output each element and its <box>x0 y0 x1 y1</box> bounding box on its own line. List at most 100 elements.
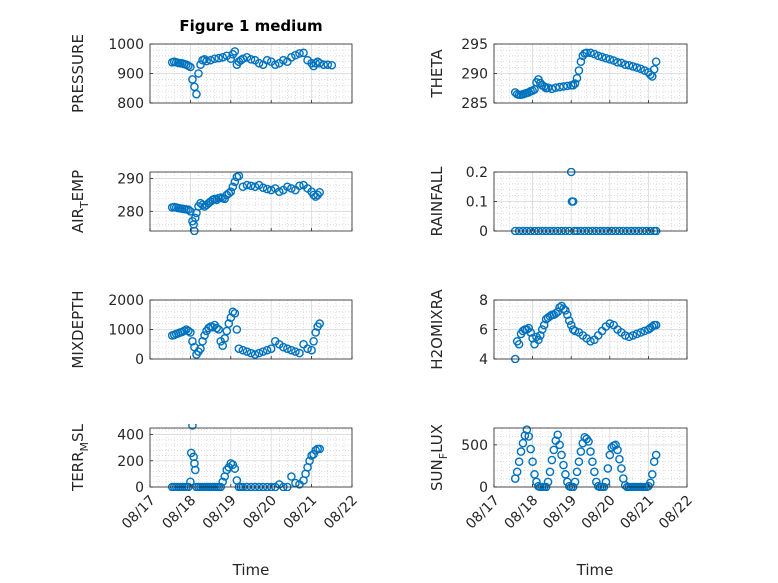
y-tick-label: 400 <box>117 428 144 444</box>
data-markers <box>167 47 337 99</box>
data-point <box>230 464 240 473</box>
data-point <box>198 336 207 346</box>
data-point <box>528 457 537 467</box>
data-point <box>555 440 564 450</box>
data-point <box>224 319 234 328</box>
data-markers <box>510 301 661 363</box>
data-point <box>647 470 657 479</box>
data-point <box>254 58 264 68</box>
data-point <box>305 456 314 466</box>
data-point <box>563 310 572 320</box>
subplot-2: 285 290 295 THETA <box>428 37 688 112</box>
data-point <box>226 187 236 196</box>
data-point <box>628 62 638 71</box>
data-point <box>620 481 630 490</box>
data-point <box>246 55 256 64</box>
data-point <box>186 207 195 216</box>
data-point <box>559 460 568 470</box>
data-point <box>287 345 296 355</box>
data-point <box>279 342 288 352</box>
subplot-6: 4 6 8 H2OMIXRA <box>428 289 688 370</box>
data-markers <box>510 48 661 100</box>
data-point <box>632 329 642 339</box>
data-point <box>601 477 611 487</box>
data-point <box>242 347 252 356</box>
data-point <box>230 47 240 56</box>
data-point <box>262 55 272 65</box>
data-point <box>572 73 582 83</box>
data-point <box>200 55 209 64</box>
data-point <box>561 470 570 479</box>
data-point <box>299 48 308 58</box>
data-point <box>186 62 195 72</box>
data-point <box>514 457 524 467</box>
y-tick-label: 1000 <box>108 37 144 53</box>
plot-area <box>150 428 352 487</box>
data-point <box>319 60 329 69</box>
data-point <box>628 331 638 340</box>
data-point <box>536 331 545 340</box>
data-point <box>230 177 240 187</box>
y-axis-label: AIRTEMP <box>69 170 91 233</box>
figure-title: Figure 1 medium <box>179 17 322 35</box>
data-point <box>206 55 215 65</box>
data-point <box>295 49 304 58</box>
data-point <box>188 424 197 430</box>
data-point <box>605 55 615 64</box>
data-point <box>202 56 211 66</box>
data-point <box>230 308 240 318</box>
data-point <box>588 457 597 467</box>
data-point <box>572 467 582 477</box>
data-point <box>605 450 615 460</box>
y-tick-label: 800 <box>117 96 144 112</box>
subplot-4: 0 0.1 0.2 RAINFALL <box>428 165 688 240</box>
data-point <box>226 459 236 468</box>
data-point <box>651 320 661 330</box>
data-point <box>586 336 595 346</box>
data-point <box>593 51 603 61</box>
data-point <box>547 84 557 94</box>
data-point <box>543 477 553 487</box>
data-point <box>226 54 236 64</box>
data-point <box>539 82 549 91</box>
y-tick-label: 0 <box>135 352 144 368</box>
data-point <box>287 184 296 193</box>
data-point <box>613 445 622 455</box>
data-point <box>545 467 555 477</box>
y-tick-label: 900 <box>117 67 144 83</box>
data-point <box>246 348 256 358</box>
axes-box <box>149 427 353 488</box>
data-point <box>512 467 522 477</box>
data-markers <box>167 171 324 235</box>
data-point <box>530 470 539 479</box>
data-point <box>649 65 659 74</box>
data-point <box>262 345 272 355</box>
data-point <box>184 205 193 214</box>
data-point <box>624 332 634 342</box>
data-point <box>287 52 296 62</box>
data-point <box>570 79 580 88</box>
data-point <box>228 182 238 192</box>
data-point <box>574 457 584 467</box>
data-point <box>526 328 535 337</box>
data-point <box>311 58 320 68</box>
data-point <box>311 445 320 455</box>
data-point <box>557 450 566 460</box>
data-point <box>198 200 207 210</box>
y-tick-label: 280 <box>117 204 144 220</box>
data-point <box>212 323 221 333</box>
y-tick-label: 8 <box>479 293 488 309</box>
data-point <box>563 81 572 91</box>
data-point <box>576 57 586 67</box>
data-point <box>605 319 615 328</box>
y-axis-label: THETA <box>428 49 446 99</box>
data-point <box>597 52 607 62</box>
data-point <box>242 52 252 62</box>
data-point <box>218 477 228 487</box>
data-point <box>647 322 657 331</box>
data-point <box>584 437 593 446</box>
y-axis-label: MIXDEPTH <box>69 290 87 368</box>
data-point <box>520 431 530 440</box>
